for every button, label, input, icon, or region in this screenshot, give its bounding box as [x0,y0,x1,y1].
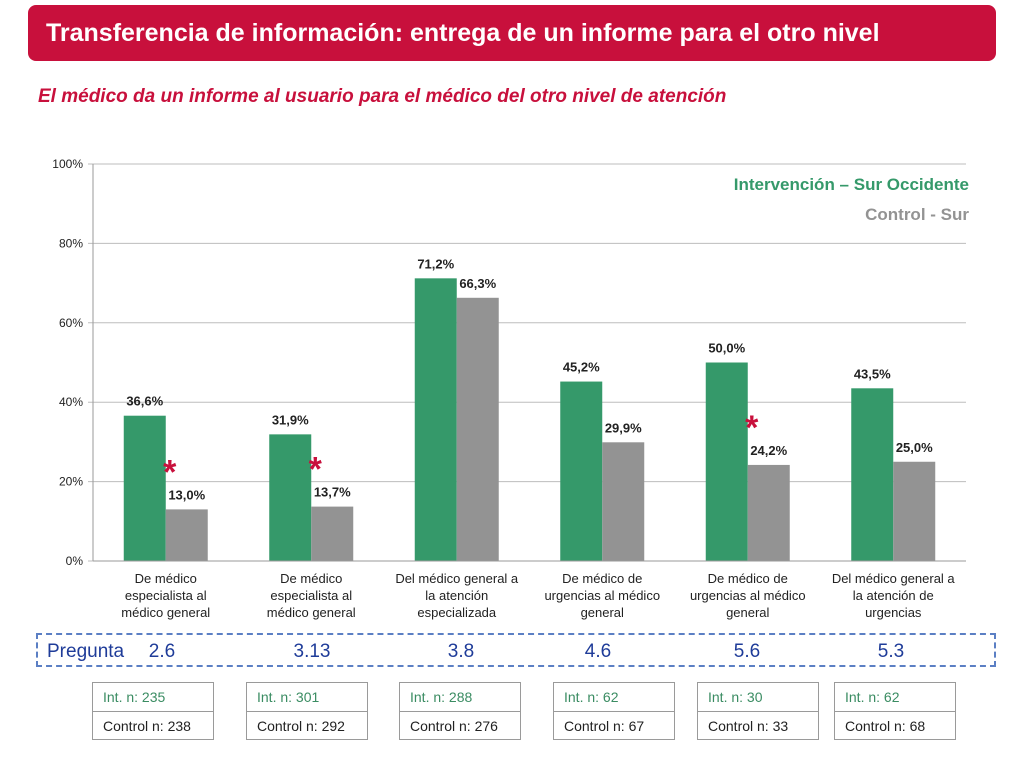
data-label-control: 24,2% [750,443,787,458]
y-tick-label: 0% [66,554,84,568]
bar-chart: 0%20%40%60%80%100%36,6%13,0%*De médicoes… [52,157,969,620]
bar-intervention [560,381,603,561]
category-label: la atención [425,588,488,603]
significance-star: * [309,451,323,489]
pregunta-row-box [36,633,996,667]
data-label-control: 66,3% [459,276,496,291]
sample-size-control: Control n: 276 [410,718,498,734]
category-label: urgencias al médico [690,588,806,603]
page-title: Transferencia de información: entrega de… [46,18,880,47]
category-label: urgencias [865,605,922,620]
significance-star: * [163,453,177,491]
page-subtitle: El médico da un informe al usuario para … [38,86,727,107]
sample-size-control: Control n: 33 [708,718,789,734]
category-label: De médico de [708,571,788,586]
data-label-intervention: 71,2% [417,256,454,271]
data-label-control: 29,9% [605,420,642,435]
sample-size-box: Int. n: 235 Control n: 238 [92,682,214,740]
bar-control [602,442,645,561]
category-label: médico general [267,605,356,620]
category-label: especialista al [125,588,207,603]
category-label: Del médico general a [832,571,956,586]
category-label: Del médico general a [395,571,519,586]
sample-size-box: Int. n: 62 Control n: 68 [834,682,956,740]
y-tick-label: 80% [59,236,83,250]
bar-control [893,461,936,561]
legend-control: Control - Sur [865,205,969,224]
category-label: especializada [417,605,497,620]
data-label-intervention: 36,6% [126,394,163,409]
bar-intervention [705,362,748,561]
pregunta-label: Pregunta [47,641,125,662]
data-label-control: 13,0% [168,487,205,502]
sample-size-intervention: Int. n: 62 [554,683,674,712]
y-tick-label: 60% [59,316,83,330]
category-label: urgencias al médico [544,588,660,603]
data-label-control: 25,0% [896,440,933,455]
bar-control [311,506,354,561]
sample-size-intervention: Int. n: 288 [400,683,520,712]
data-label-intervention: 45,2% [563,360,600,375]
bar-intervention [414,278,457,561]
bar-control [456,297,499,561]
bar-intervention [269,434,312,561]
sample-size-intervention: Int. n: 62 [835,683,955,712]
bar-control [747,464,790,561]
y-tick-label: 100% [52,157,83,171]
pregunta-value: 5.3 [877,641,905,662]
category-label: De médico [280,571,342,586]
sample-size-control: Control n: 67 [564,718,645,734]
sample-size-intervention: Int. n: 30 [698,683,818,712]
sample-size-intervention: Int. n: 301 [247,683,367,712]
significance-star: * [745,409,759,447]
sample-size-control: Control n: 68 [845,718,926,734]
bar-intervention [123,415,166,561]
category-label: general [581,605,624,620]
y-tick-label: 40% [59,395,83,409]
bar-intervention [851,388,894,561]
sample-size-intervention: Int. n: 235 [93,683,213,712]
sample-size-control: Control n: 238 [103,718,191,734]
pregunta-value: 3.8 [447,641,475,662]
y-tick-label: 20% [59,475,83,489]
bar-control [165,509,208,561]
data-label-intervention: 43,5% [854,366,891,381]
title-banner: Transferencia de información: entrega de… [28,5,996,61]
pregunta-value: 5.6 [733,641,761,662]
category-label: especialista al [270,588,352,603]
data-label-control: 13,7% [314,485,351,500]
category-label: De médico [135,571,197,586]
category-label: general [726,605,769,620]
sample-size-box: Int. n: 288 Control n: 276 [399,682,521,740]
legend-intervention: Intervención – Sur Occidente [734,175,969,194]
pregunta-value: 2.6 [148,641,176,662]
sample-size-control: Control n: 292 [257,718,345,734]
sample-size-box: Int. n: 30 Control n: 33 [697,682,819,740]
sample-size-box: Int. n: 301 Control n: 292 [246,682,368,740]
category-label: De médico de [562,571,642,586]
sample-size-box: Int. n: 62 Control n: 67 [553,682,675,740]
category-label: médico general [121,605,210,620]
pregunta-value: 3.13 [293,641,331,662]
data-label-intervention: 31,9% [272,412,309,427]
data-label-intervention: 50,0% [708,341,745,356]
pregunta-value: 4.6 [584,641,612,662]
category-label: la atención de [853,588,934,603]
